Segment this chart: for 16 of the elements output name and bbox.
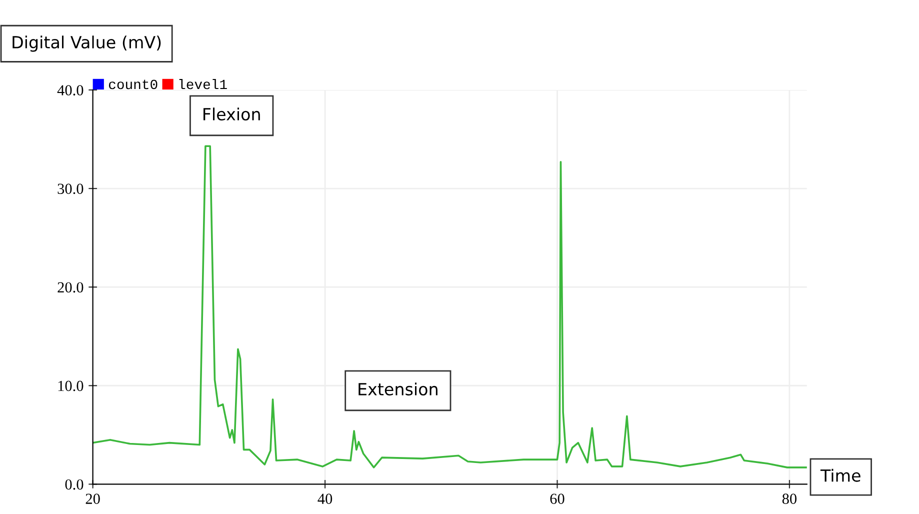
- y-tick-label: 20.0: [58, 282, 84, 293]
- legend-label: count0: [108, 80, 158, 90]
- line-series: [92, 145, 807, 468]
- y-axis-title: Digital Value (mV): [12, 36, 161, 52]
- x-tick-label: 60: [550, 494, 564, 504]
- x-tick-label: 40: [318, 494, 332, 504]
- x-axis-title: Time: [820, 468, 860, 482]
- y-tick-label: 10.0: [58, 380, 84, 392]
- legend-label: level1: [179, 78, 227, 90]
- x-tick-label: 80: [782, 494, 797, 504]
- y-tick-label: 40.0: [57, 85, 84, 96]
- annotation: Flexion: [204, 108, 260, 120]
- y-tick-label: 30.0: [58, 184, 84, 194]
- y-tick-label: 0.0: [65, 479, 84, 490]
- x-tick-label: 20: [86, 494, 100, 504]
- annotation: Extension: [358, 382, 438, 396]
